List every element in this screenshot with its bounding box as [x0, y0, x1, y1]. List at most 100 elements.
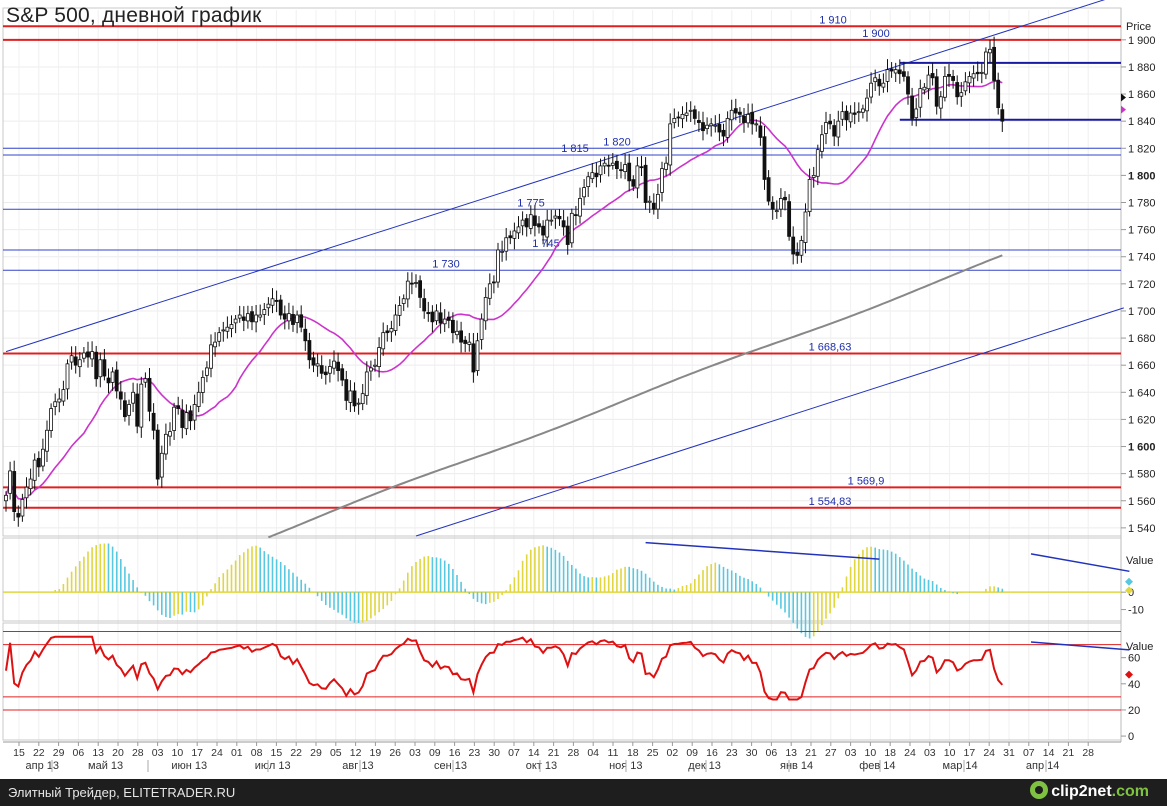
- logo-domain: .com: [1111, 783, 1149, 800]
- x-month-label: сен 13: [434, 760, 467, 772]
- x-day-label: 13: [92, 747, 104, 759]
- price-tick-label: 1 600: [1128, 442, 1156, 454]
- x-day-label: 24: [983, 747, 995, 759]
- candle-body: [820, 134, 824, 152]
- candle-body: [688, 109, 693, 112]
- candle-body: [340, 368, 345, 381]
- candle-body: [528, 214, 533, 229]
- candle-body: [61, 389, 66, 402]
- candle-body: [348, 390, 353, 403]
- x-day-label: 26: [389, 747, 401, 759]
- candle-body: [315, 363, 320, 367]
- candle-body: [196, 391, 201, 407]
- candle-body: [450, 319, 455, 334]
- x-day-label: 03: [924, 747, 936, 759]
- price-tick-label: 1 640: [1128, 387, 1156, 399]
- candle-body: [299, 314, 304, 328]
- candle-body: [200, 376, 205, 393]
- candle-body: [553, 215, 558, 219]
- rsi-current-marker: [1125, 670, 1133, 679]
- candle-body: [869, 82, 873, 98]
- x-day-label: 07: [508, 747, 520, 759]
- candle-body: [541, 225, 545, 236]
- candle-body: [684, 112, 689, 116]
- candle-body: [82, 352, 86, 359]
- candle-body: [282, 313, 287, 320]
- candle-body: [20, 498, 25, 517]
- candle-body: [733, 108, 738, 114]
- candle-body: [856, 111, 861, 114]
- candle-body: [971, 73, 976, 79]
- candle-body: [118, 391, 123, 400]
- x-day-label: 03: [845, 747, 857, 759]
- x-day-label: 10: [865, 747, 877, 759]
- candle-body: [360, 393, 365, 405]
- candle-body: [135, 393, 140, 427]
- x-day-label: 24: [211, 747, 223, 759]
- candle-body: [791, 236, 796, 255]
- x-day-label: 19: [370, 747, 382, 759]
- price-tick-label: 1 620: [1128, 414, 1156, 426]
- x-month-label: июн 13: [171, 760, 207, 772]
- level-label: 1 775: [517, 197, 545, 209]
- candle-body: [233, 318, 238, 324]
- x-day-label: 21: [805, 747, 817, 759]
- candle-body: [918, 88, 923, 108]
- candle-body: [438, 312, 443, 324]
- candle-body: [155, 429, 160, 480]
- x-day-label: 11: [608, 747, 619, 759]
- clip2net-logo-icon: [1030, 781, 1049, 799]
- candle-body: [602, 162, 607, 167]
- candle-body: [574, 214, 578, 217]
- candle-body: [496, 249, 500, 283]
- x-month-label: апр 14: [1026, 760, 1059, 772]
- price-tick-label: 1 580: [1128, 469, 1156, 481]
- axes: 1 540 1 560 1 580 1 600 1 620 1 640 1 660 1 680…: [3, 35, 1156, 772]
- x-day-label: 28: [568, 747, 580, 759]
- candle-body: [828, 120, 832, 125]
- oscillator-axis-title: Value: [1126, 555, 1153, 567]
- candle-body: [446, 316, 451, 321]
- candle-body: [959, 92, 964, 97]
- candle-body: [725, 118, 730, 138]
- candle-body: [90, 351, 94, 360]
- candle-body: [623, 164, 627, 172]
- candle-body: [561, 220, 566, 228]
- x-day-label: 03: [152, 747, 164, 759]
- x-day-label: 15: [271, 747, 283, 759]
- candle-body: [676, 116, 681, 119]
- candle-body: [910, 95, 914, 119]
- candle-body: [430, 311, 435, 323]
- x-day-label: 23: [469, 747, 481, 759]
- candle-body: [885, 69, 890, 82]
- candle-body: [36, 457, 41, 468]
- candle-body: [590, 172, 595, 180]
- candle-body: [643, 164, 648, 203]
- price-tick-label: 1 840: [1128, 116, 1156, 128]
- candle-body: [86, 351, 90, 358]
- x-day-label: 23: [726, 747, 738, 759]
- candle-body: [774, 210, 779, 213]
- candle-body: [697, 120, 701, 123]
- candle-body: [512, 230, 517, 239]
- candle-body: [803, 211, 808, 243]
- x-day-label: 25: [647, 747, 659, 759]
- candle-body: [795, 251, 800, 256]
- candle-body: [746, 113, 750, 124]
- level-label: 1 820: [603, 136, 631, 148]
- candle-body: [77, 359, 82, 368]
- candle-body: [274, 299, 279, 302]
- candle-body: [258, 314, 263, 318]
- candle-body: [373, 364, 377, 367]
- candle-body: [459, 330, 464, 343]
- candle-body: [742, 115, 746, 123]
- candle-body: [836, 120, 841, 138]
- candle-body: [635, 165, 640, 189]
- candle-body: [811, 174, 816, 178]
- level-label: 1 910: [819, 14, 847, 26]
- candle-body: [943, 76, 947, 98]
- candle-body: [672, 118, 677, 124]
- channel-line-lower: [415, 307, 1124, 537]
- candle-body: [139, 383, 144, 428]
- candle-body: [832, 125, 837, 137]
